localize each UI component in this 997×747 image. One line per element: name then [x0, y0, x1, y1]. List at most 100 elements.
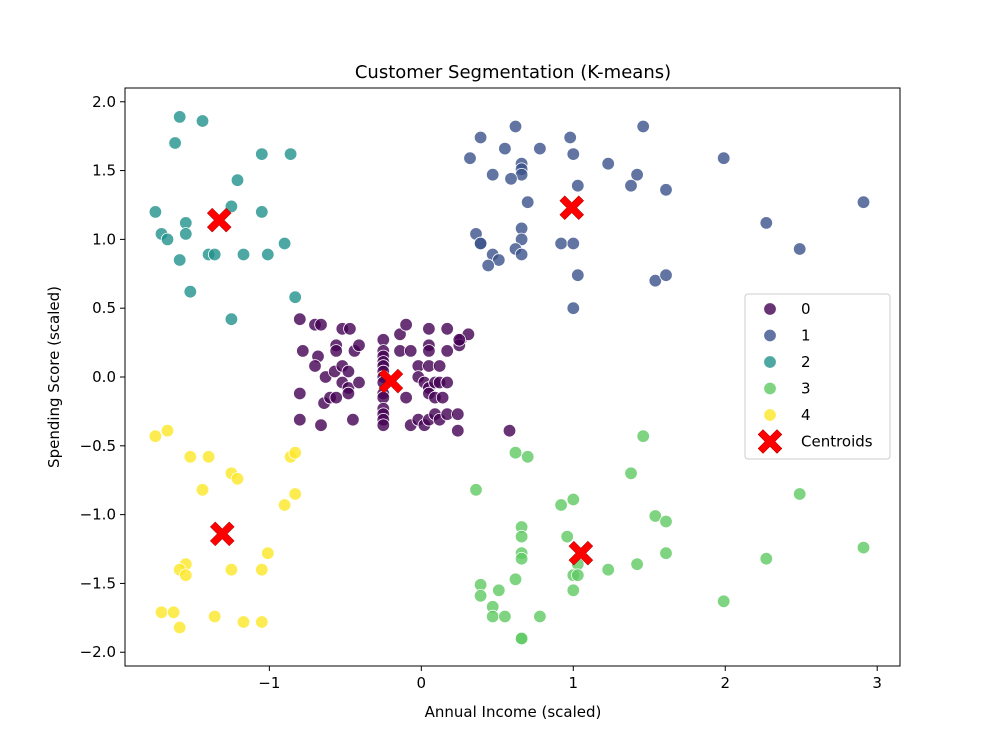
y-tick-label: 1.0 [92, 230, 116, 248]
cluster-4-point [179, 568, 193, 582]
cluster-1-point [659, 183, 673, 197]
cluster-3-point [554, 498, 568, 512]
cluster-2-point [172, 110, 187, 124]
cluster-1-point [514, 247, 529, 262]
legend-label: Centroids [801, 433, 873, 451]
legend-marker [763, 302, 777, 316]
cluster-3-point [648, 509, 663, 523]
cluster-4-point [183, 450, 198, 464]
cluster-0-point [308, 359, 322, 373]
cluster-0-point [422, 322, 436, 336]
cluster-2-point [172, 253, 187, 267]
cluster-2-point [148, 205, 163, 219]
chart-title: Customer Segmentation (K-means) [355, 62, 671, 83]
cluster-0-point [314, 318, 328, 332]
legend-label: 4 [801, 406, 811, 424]
cluster-3-point [533, 609, 547, 624]
cluster-1-point [636, 119, 650, 134]
legend-label: 2 [801, 353, 811, 371]
series-2 [148, 110, 302, 326]
cluster-1-point [856, 195, 871, 209]
cluster-1-point [554, 236, 568, 251]
cluster-0-point [343, 322, 357, 336]
cluster-3-point [473, 589, 488, 603]
cluster-1-point [624, 178, 638, 193]
cluster-1-point [566, 147, 581, 161]
cluster-0-point [399, 390, 413, 405]
cluster-1-point [571, 268, 585, 282]
cluster-2-point [277, 236, 292, 251]
cluster-2-point [207, 247, 222, 262]
legend-entry-3: 3 [763, 380, 811, 398]
cluster-0-point [502, 424, 517, 438]
legend-label: 1 [801, 327, 811, 345]
legend-label: 0 [801, 300, 811, 318]
cluster-2-point [261, 247, 275, 262]
cluster-0-point [346, 413, 360, 427]
centroid-markers [206, 195, 594, 566]
series-0 [293, 312, 517, 438]
y-tick-label: 1.5 [92, 162, 116, 180]
centroid-marker [559, 195, 585, 221]
legend-marker [763, 408, 777, 422]
cluster-3-point [571, 568, 585, 582]
cluster-3-point [717, 594, 731, 609]
y-tick-label: −2.0 [80, 643, 116, 661]
series-3 [469, 429, 871, 646]
cluster-4-point [255, 615, 269, 629]
cluster-1-point [630, 167, 644, 182]
cluster-1-point [566, 301, 581, 315]
cluster-3-point [566, 492, 581, 507]
cluster-4-point [160, 424, 175, 438]
cluster-2-point [288, 290, 302, 304]
cluster-0-point [393, 327, 407, 342]
cluster-0-point [404, 344, 418, 358]
cluster-3-point [492, 583, 506, 598]
cluster-3-point [856, 540, 871, 555]
cluster-0-point [432, 359, 447, 373]
cluster-1-point [473, 236, 488, 251]
cluster-3-point [601, 563, 615, 577]
cluster-2-point [183, 285, 198, 299]
cluster-4-point [236, 615, 251, 629]
cluster-0-point [352, 375, 366, 390]
centroid-marker [378, 368, 404, 394]
cluster-2-point [236, 247, 251, 262]
cluster-0-point [440, 322, 454, 336]
cluster-4-point [154, 605, 169, 620]
cluster-0-point [451, 407, 465, 421]
cluster-1-point [492, 253, 506, 267]
cluster-2-point [224, 199, 239, 214]
legend-marker [763, 381, 777, 396]
cluster-4-point [201, 450, 216, 464]
cluster-0-point [329, 344, 343, 358]
legend-marker [763, 328, 777, 343]
cluster-3-point [508, 572, 523, 587]
cluster-3-point [636, 429, 650, 443]
cluster-4-point [172, 620, 187, 635]
cluster-3-point [521, 450, 535, 464]
cluster-3-point [624, 466, 638, 481]
y-tick-label: −0.5 [80, 437, 116, 455]
x-axis-label: Annual Income (scaled) [425, 703, 602, 721]
cluster-2-point [160, 232, 175, 247]
centroid-marker [568, 540, 594, 566]
cluster-1-point [648, 274, 663, 288]
cluster-0-point [451, 424, 465, 438]
centroid-marker [209, 521, 235, 547]
cluster-1-point [481, 258, 495, 273]
cluster-0-point [341, 386, 356, 401]
cluster-0-point [293, 413, 307, 427]
cluster-3-point [508, 446, 523, 460]
cluster-2-point [195, 114, 210, 128]
cluster-4-point [277, 498, 292, 512]
y-axis-label: Spending Score (scaled) [45, 286, 63, 468]
cluster-4-point [255, 563, 269, 577]
cluster-0-point [422, 344, 436, 358]
cluster-4-point [224, 563, 239, 577]
legend-entry-1: 1 [763, 327, 811, 345]
cluster-1-point [563, 130, 577, 145]
cluster-1-point [463, 151, 477, 165]
cluster-3-point [659, 546, 673, 560]
